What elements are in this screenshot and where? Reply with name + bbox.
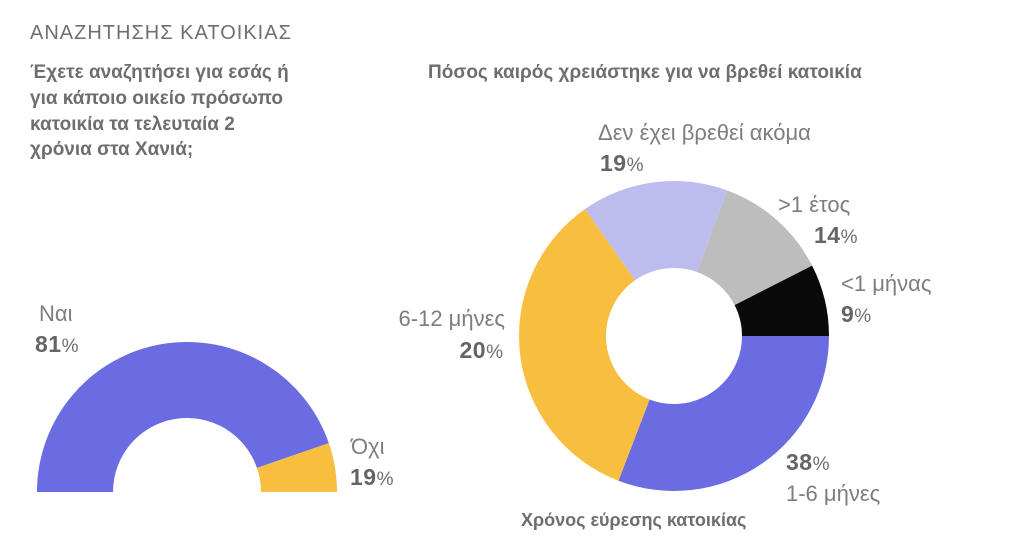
gauge-value-no: 19% <box>350 464 394 490</box>
pie-slice-Όχι <box>256 443 337 492</box>
right-chart-title: Πόσος καιρός χρειάστηκε για να βρεθεί κα… <box>428 62 862 83</box>
gauge-value-yes: 81% <box>35 331 79 357</box>
donut-label-not-found-yet: Δεν έχει βρεθεί ακόμα <box>598 120 811 145</box>
left-chart-question: Έχετε αναζητήσει για εσάς ή για κάποιο ο… <box>30 62 289 161</box>
pie-slice-<1 μήνας <box>734 265 829 336</box>
gauge-label-no: Όχι <box>351 434 385 459</box>
donut-value-lt-1-month: 9% <box>841 301 872 327</box>
pie-slice-Δεν έχει βρεθεί ακόμα <box>585 181 728 281</box>
percent-sign: % <box>840 227 858 248</box>
gauge-label-yes: Ναι <box>39 301 73 326</box>
donut-value-not-found-yet: 19% <box>600 150 644 176</box>
pie-slice->1 έτος <box>697 190 813 306</box>
pie-slice-1-6 μήνες <box>618 336 829 491</box>
percent-sign: % <box>812 454 830 475</box>
yes-no-gauge-chart <box>37 341 337 492</box>
time-to-find-donut-chart <box>519 181 829 491</box>
donut-label-lt-1-month: <1 μήνας <box>841 271 932 296</box>
percent-sign: % <box>486 342 503 363</box>
percent-sign: % <box>376 469 394 490</box>
donut-label-1-6-months: 1-6 μήνες <box>786 481 881 506</box>
donut-value-1-6-months: 38% <box>786 449 830 475</box>
donut-value-6-12-months: 20% <box>459 337 504 363</box>
percent-sign: % <box>61 336 79 357</box>
page-title: ΑΝΑΖΗΤΗΣΗΣ ΚΑΤΟΙΚΙΑΣ <box>30 22 292 44</box>
donut-caption: Χρόνος εύρεσης κατοικίας <box>521 510 747 530</box>
donut-label-6-12-months: 6-12 μήνες <box>398 306 505 331</box>
donut-label-gt-1-year: >1 έτος <box>778 192 851 217</box>
donut-value-gt-1-year: 14% <box>814 222 858 248</box>
pie-slice-Ναι <box>37 341 329 492</box>
percent-sign: % <box>626 155 644 176</box>
percent-sign: % <box>854 306 872 327</box>
pie-slice-6-12 μήνες <box>519 209 650 481</box>
